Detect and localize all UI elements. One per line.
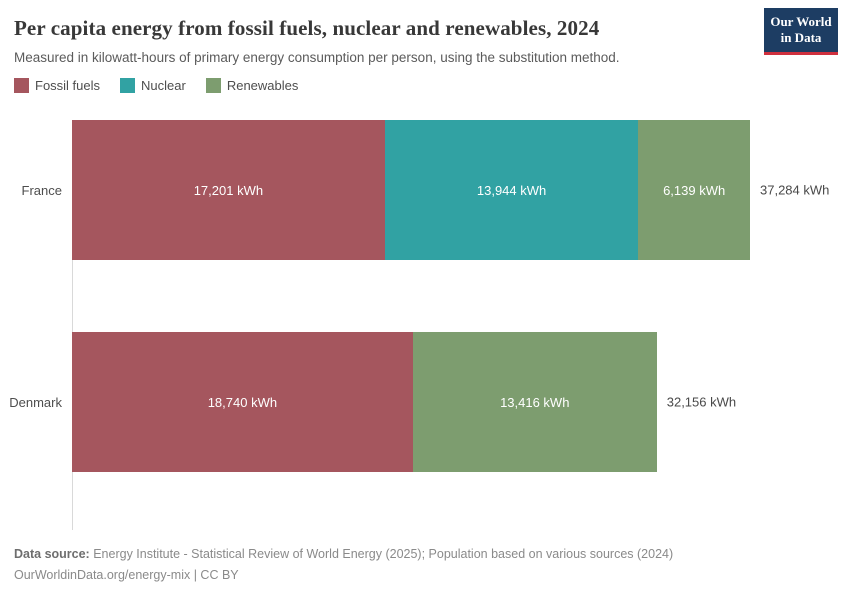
license-link[interactable]: OurWorldinData.org/energy-mix | CC BY xyxy=(14,567,239,582)
plot-area: France 17,201 kWh 13,944 kWh 6,139 kWh 37,28… xyxy=(0,120,850,472)
bar-row-france: France 17,201 kWh 13,944 kWh 6,139 kWh 37,28… xyxy=(0,120,850,260)
data-source-text: Energy Institute - Statistical Review of… xyxy=(89,546,674,561)
segment-value-label: 17,201 kWh xyxy=(193,182,264,198)
legend-item-fossil-fuels[interactable]: Fossil fuels xyxy=(14,78,100,93)
legend-swatch-icon xyxy=(14,78,29,93)
owid-logo[interactable]: Our World in Data xyxy=(764,8,838,55)
segment-value-label: 18,740 kWh xyxy=(207,394,278,410)
chart-area: France 17,201 kWh 13,944 kWh 6,139 kWh 37,28… xyxy=(0,120,850,530)
legend-swatch-icon xyxy=(120,78,136,93)
legend-item-nuclear[interactable]: Nuclear xyxy=(120,78,186,93)
chart-footer: Data source: Energy Institute - Statisti… xyxy=(14,544,673,587)
page-title: Per capita energy from fossil fuels, nuc… xyxy=(14,16,600,40)
segment-value-label: 13,944 kWh xyxy=(476,182,547,198)
owid-logo-text-line1: Our World xyxy=(770,14,832,29)
total-value-label-denmark: 32,156 kWh xyxy=(666,394,737,410)
legend-swatch-icon xyxy=(205,78,221,93)
total-value-label-france: 37,284 kWh xyxy=(760,182,830,198)
y-axis-line xyxy=(72,120,73,530)
bar-track: 17,201 kWh 13,944 kWh 6,139 kWh 37,284 kWh xyxy=(72,120,829,260)
data-source-line: Data source: Energy Institute - Statisti… xyxy=(14,544,673,565)
bar-segment-fossil-fuels-france[interactable]: 17,201 kWh xyxy=(72,120,385,260)
legend-label: Renewables xyxy=(226,78,299,93)
legend: Fossil fuels Nuclear Renewables xyxy=(14,78,850,93)
legend-label: Nuclear xyxy=(141,78,186,93)
bar-row-denmark: Denmark 18,740 kWh 13,416 kWh 32,156 kWh xyxy=(0,332,850,472)
bar-segment-renewables-france[interactable]: 6,139 kWh xyxy=(638,120,750,260)
bar-segment-nuclear-france[interactable]: 13,944 kWh xyxy=(384,120,639,260)
segment-value-label: 13,416 kWh xyxy=(500,394,570,410)
category-label-france: France xyxy=(21,182,62,198)
segment-value-label: 6,139 kWh xyxy=(663,182,726,198)
page-subtitle: Measured in kilowatt-hours of primary en… xyxy=(14,50,620,65)
category-label-denmark: Denmark xyxy=(9,394,62,410)
bar-segment-fossil-fuels-denmark[interactable]: 18,740 kWh xyxy=(72,332,413,472)
legend-label: Fossil fuels xyxy=(35,78,101,93)
bar-segment-renewables-denmark[interactable]: 13,416 kWh xyxy=(412,332,657,472)
data-source-label: Data source: xyxy=(14,546,90,561)
chart-header: Per capita energy from fossil fuels, nuc… xyxy=(0,0,850,65)
legend-item-renewables[interactable]: Renewables xyxy=(205,78,299,93)
bar-track: 18,740 kWh 13,416 kWh 32,156 kWh xyxy=(72,332,750,472)
owid-logo-text-line2: in Data xyxy=(780,30,822,46)
